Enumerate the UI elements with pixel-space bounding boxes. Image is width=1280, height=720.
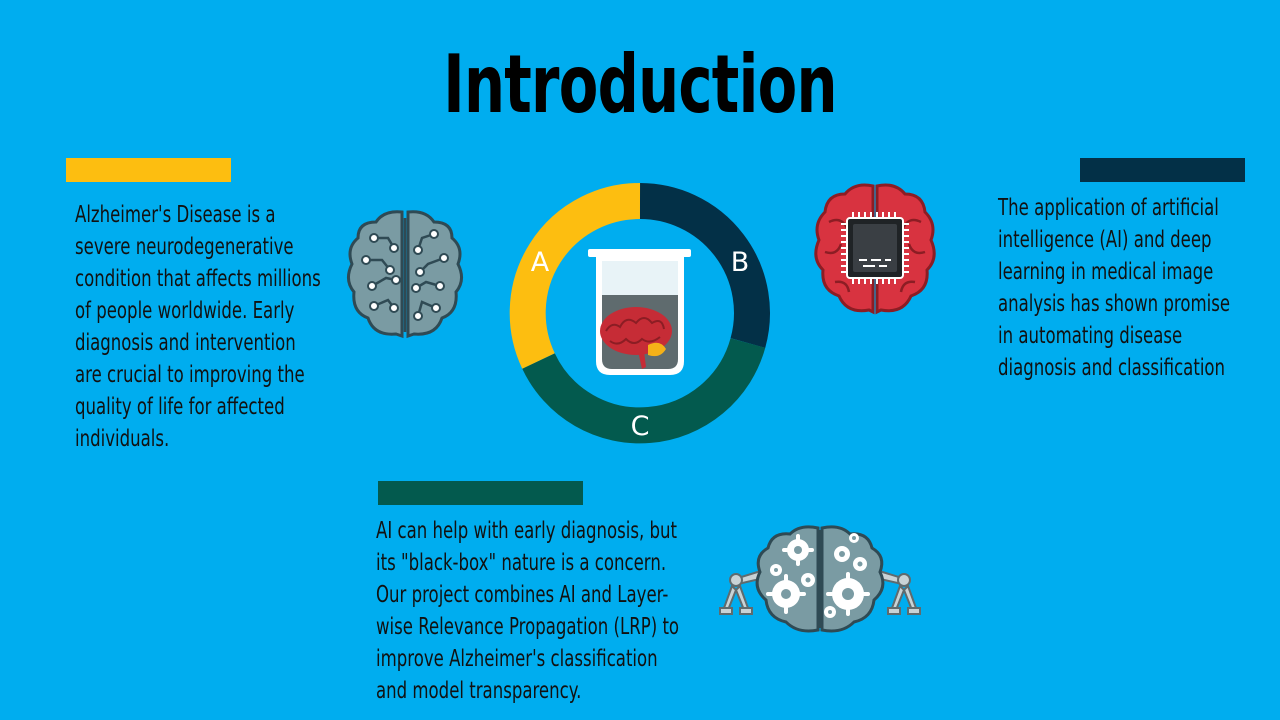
bottom-text-line: its "black-box" nature is a concern. bbox=[376, 550, 667, 576]
left-text-line: individuals. bbox=[75, 426, 170, 452]
right-text-line: The application of artificial bbox=[998, 195, 1219, 221]
left-text-line: are crucial to improving the bbox=[75, 362, 305, 388]
chip-brain-icon bbox=[814, 183, 936, 315]
ring-label-c: C bbox=[631, 411, 650, 442]
brain-in-beaker-icon bbox=[588, 249, 691, 375]
right-text-line: learning in medical image bbox=[998, 259, 1214, 285]
slide-title: Introduction bbox=[443, 38, 837, 131]
bottom-text-line: wise Relevance Propagation (LRP) to bbox=[376, 614, 680, 640]
right-accent-bar bbox=[1080, 158, 1245, 182]
left-text-line: severe neurodegenerative bbox=[75, 234, 294, 260]
circuit-brain-icon bbox=[347, 210, 463, 339]
left-text-block: Alzheimer's Disease is a severe neurodeg… bbox=[75, 199, 321, 455]
ring-label-a: A bbox=[531, 247, 550, 278]
left-text-line: diagnosis and intervention bbox=[75, 330, 296, 356]
bottom-accent-bar bbox=[378, 481, 583, 505]
gear-brain-robot-arms-icon bbox=[719, 525, 921, 633]
right-text-line: analysis has shown promise bbox=[998, 291, 1231, 317]
ring-segment-b bbox=[639, 183, 770, 348]
right-text-block: The application of artificial intelligen… bbox=[998, 192, 1230, 384]
bottom-text-line: AI can help with early diagnosis, but bbox=[376, 518, 678, 544]
bottom-text-block: AI can help with early diagnosis, but it… bbox=[376, 515, 679, 707]
left-accent-bar bbox=[66, 158, 231, 182]
right-text-line: in automating disease bbox=[998, 323, 1183, 349]
ring-segment-a bbox=[509, 182, 641, 369]
left-text-line: quality of life for affected bbox=[75, 394, 285, 420]
ring-diagram: A B C bbox=[509, 182, 770, 444]
left-text-line: of people worldwide. Early bbox=[75, 298, 295, 324]
right-text-line: diagnosis and classification bbox=[998, 355, 1226, 381]
ring-segment-c bbox=[522, 337, 766, 444]
bottom-text-line: Our project combines AI and Layer- bbox=[376, 582, 669, 608]
ring-label-b: B bbox=[731, 247, 750, 278]
left-text-line: Alzheimer's Disease is a bbox=[75, 202, 276, 228]
bottom-text-line: and model transparency. bbox=[376, 678, 582, 704]
bottom-text-line: improve Alzheimer's classification bbox=[376, 646, 658, 672]
right-text-line: intelligence (AI) and deep bbox=[998, 227, 1212, 253]
left-text-line: condition that affects millions bbox=[75, 266, 321, 292]
